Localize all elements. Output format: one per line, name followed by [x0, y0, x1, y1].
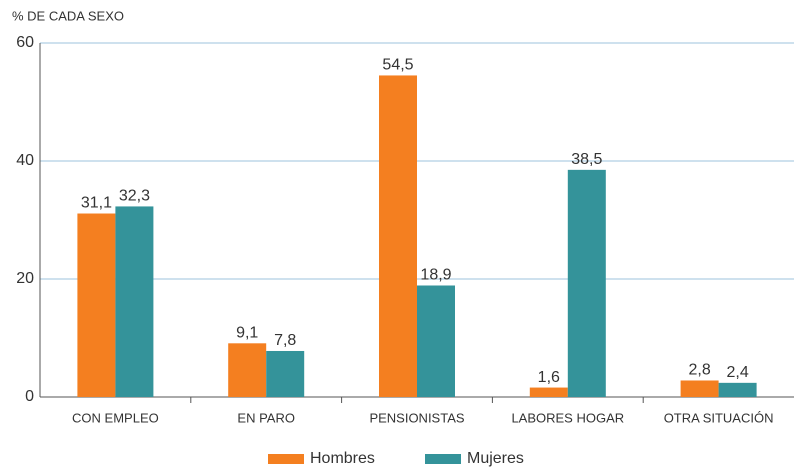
bar	[266, 350, 305, 397]
x-tick-label: EN PARO	[237, 410, 295, 425]
data-label: 7,8	[274, 332, 296, 349]
data-label: 1,6	[538, 369, 560, 386]
data-label: 2,8	[688, 362, 710, 379]
x-tick-label: CON EMPLEO	[72, 410, 159, 425]
data-label: 54,5	[382, 57, 413, 74]
data-label: 18,9	[420, 267, 451, 284]
bar	[77, 213, 116, 397]
y-tick-label: 60	[16, 34, 34, 51]
x-tick-label: LABORES HOGAR	[511, 410, 624, 425]
legend-label: Mujeres	[467, 450, 524, 467]
data-label: 2,4	[726, 364, 748, 381]
legend-swatch	[268, 454, 304, 464]
x-tick-label: PENSIONISTAS	[369, 410, 464, 425]
y-tick-label: 20	[16, 270, 34, 287]
legend-label: Hombres	[310, 450, 375, 467]
bar	[567, 169, 606, 397]
bar	[228, 343, 267, 397]
bar	[529, 387, 568, 397]
bar	[417, 285, 455, 397]
bar	[115, 206, 154, 397]
bar	[379, 75, 417, 397]
data-label: 32,3	[119, 188, 150, 205]
y-axis-label: % DE CADA SEXO	[12, 8, 124, 23]
data-label: 9,1	[236, 325, 258, 342]
bar	[680, 380, 719, 397]
x-tick-label: OTRA SITUACIÓN	[664, 410, 774, 425]
y-tick-label: 40	[16, 152, 34, 169]
y-tick-label: 0	[25, 388, 34, 405]
bar	[718, 382, 757, 397]
data-label: 38,5	[571, 151, 602, 168]
data-label: 31,1	[81, 195, 112, 212]
legend-swatch	[425, 454, 461, 464]
